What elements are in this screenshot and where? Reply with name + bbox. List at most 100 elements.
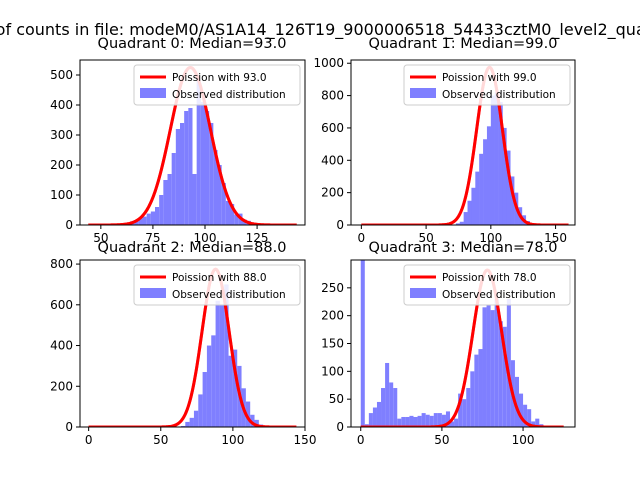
figure-suptitle: Poission Fit of counts in file: modeM0/A… — [0, 20, 640, 40]
y-tick-label: 0 — [336, 218, 344, 232]
histogram-bar — [445, 411, 451, 427]
histogram-bar — [189, 417, 194, 427]
histogram-bar — [196, 81, 201, 225]
histogram-bar — [462, 399, 467, 427]
histogram-bar — [381, 388, 386, 427]
histogram-bar — [498, 102, 503, 225]
legend-hist-label: Observed distribution — [442, 289, 556, 301]
histogram-bar — [171, 153, 176, 225]
y-tick-label: 400 — [321, 153, 344, 167]
y-tick-label: 200 — [50, 158, 73, 172]
histogram-bar — [138, 218, 143, 225]
x-tick-label: 50 — [153, 433, 168, 447]
histogram-bar — [234, 214, 239, 225]
histogram-bar — [200, 102, 205, 225]
histogram-bar — [479, 153, 484, 225]
histogram-bar — [478, 349, 483, 427]
histogram-bar — [498, 321, 503, 427]
histogram-bar — [502, 127, 507, 225]
histogram-bar — [510, 176, 515, 225]
legend: Poission with 88.0 Observed distribution — [133, 264, 301, 306]
poisson-fit-line — [360, 268, 565, 427]
y-tick-label: 150 — [321, 337, 344, 351]
panel-quadrant-0: Quadrant 0: Median=93.0 50 75 100 125 0 100 20… — [50, 36, 306, 245]
x-tick-label: 75 — [145, 231, 160, 245]
y-tick-label: 600 — [50, 298, 73, 312]
y-tick-label: 1000 — [313, 56, 344, 70]
y-tick-label: 50 — [329, 392, 344, 406]
histogram-bar — [219, 304, 225, 427]
histogram-bar — [502, 326, 507, 427]
histogram-bar — [486, 126, 492, 225]
histogram-bar — [198, 394, 203, 427]
histogram-bar — [506, 298, 511, 427]
histogram-bar — [454, 418, 459, 427]
legend: Poission with 93.0 Observed distribution — [133, 64, 301, 106]
panel-title: Quadrant 3: Median=78.0 — [369, 240, 558, 256]
histogram-bar — [470, 371, 475, 427]
x-tick-label: 50 — [434, 433, 449, 447]
histogram-bar — [360, 260, 365, 427]
histogram-bar — [217, 165, 222, 225]
histogram-bar — [385, 362, 390, 427]
histogram-bar — [535, 418, 540, 427]
legend-hist-label: Observed distribution — [442, 89, 556, 101]
x-tick-label: 125 — [246, 231, 269, 245]
histogram-bar — [180, 425, 186, 427]
histogram-bar — [163, 180, 168, 225]
histogram-bar — [409, 415, 414, 427]
histogram-bar — [514, 376, 519, 427]
histogram-bar — [224, 284, 229, 427]
y-tick-label: 800 — [50, 257, 73, 271]
x-tick-label: 100 — [479, 231, 502, 245]
histogram-bar — [455, 223, 461, 225]
histogram-bar — [225, 201, 230, 225]
histogram-bar — [466, 388, 471, 427]
histogram-bar — [184, 111, 189, 225]
y-tick-label: 400 — [50, 339, 73, 353]
legend-hist-label: Observed distribution — [172, 89, 286, 101]
y-tick-label: 400 — [50, 98, 73, 112]
plot-area — [360, 260, 565, 427]
histogram-bar — [527, 409, 532, 427]
histogram-bar — [494, 92, 499, 225]
histogram-bar — [245, 401, 251, 427]
histogram-bar — [368, 413, 373, 427]
histogram-bar — [425, 414, 430, 427]
panel-quadrant-2: Quadrant 2: Median=88.0 0 50 100 150 0 200 400… — [50, 240, 316, 447]
x-tick-label: 0 — [358, 231, 366, 245]
x-tick-label: 150 — [544, 231, 567, 245]
legend-fit-label: Poission with 93.0 — [172, 72, 267, 84]
histogram-bar — [475, 171, 480, 225]
histogram-bar — [417, 415, 422, 427]
axes-frame — [79, 59, 306, 226]
histogram-bar — [490, 95, 495, 225]
x-tick-label: 50 — [418, 231, 433, 245]
legend: Poission with 78.0 Observed distribution — [403, 264, 571, 306]
legend-box — [133, 264, 301, 306]
histogram-bar — [146, 213, 151, 225]
legend-hist-swatch — [410, 88, 436, 98]
histogram-bar — [519, 393, 524, 427]
histogram-bar — [483, 139, 488, 225]
legend-box — [403, 64, 571, 106]
histogram-bar — [193, 410, 199, 427]
y-tick-label: 0 — [65, 420, 73, 434]
y-tick-label: 250 — [321, 281, 344, 295]
histogram-bar — [206, 345, 212, 427]
histogram-bar — [209, 123, 214, 225]
legend-fit-label: Poission with 88.0 — [172, 272, 267, 284]
histogram-bar — [159, 195, 164, 225]
histogram-bar — [459, 221, 464, 225]
x-tick-label: 50 — [93, 231, 108, 245]
histogram-bar — [437, 413, 442, 427]
panel-quadrant-3: Quadrant 3: Median=78.0 0 50 100 0 50 100 150 2… — [321, 240, 576, 447]
histogram-bar — [205, 111, 210, 225]
legend-hist-swatch — [140, 288, 166, 298]
y-tick-label: 200 — [50, 379, 73, 393]
legend-hist-swatch — [140, 88, 166, 98]
histogram-bar — [167, 174, 172, 225]
histogram-bar — [213, 150, 218, 225]
histogram-bar — [482, 307, 487, 427]
